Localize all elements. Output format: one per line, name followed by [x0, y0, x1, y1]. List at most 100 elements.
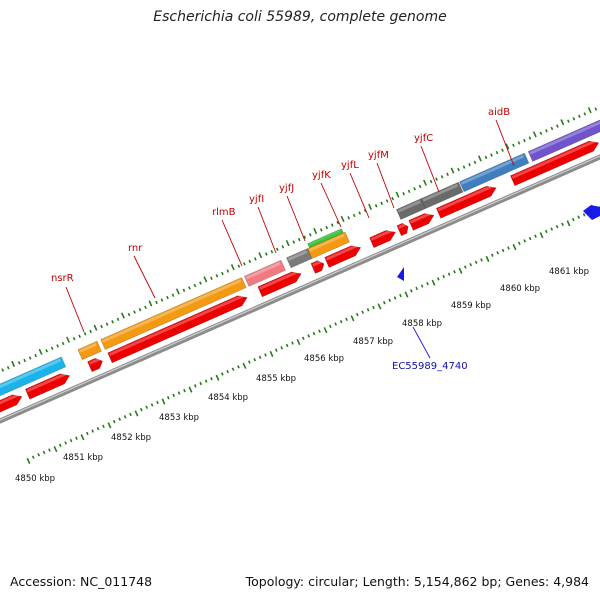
scale-tick — [85, 431, 89, 436]
scale-tick — [285, 343, 289, 348]
scale-tick — [188, 386, 193, 393]
scale-tick — [485, 255, 490, 263]
gene-label-leader — [349, 172, 370, 219]
scale-tick — [231, 367, 235, 371]
outer-tick — [275, 247, 279, 251]
gene-feature — [100, 277, 247, 350]
gene-feature-shine — [308, 233, 345, 252]
outer-tick — [166, 295, 169, 300]
scale-tick — [501, 248, 505, 253]
cds-feature — [369, 230, 396, 249]
outer-tick — [83, 332, 87, 336]
outer-tick — [539, 131, 543, 135]
scale-tick — [301, 336, 305, 341]
outer-tick — [468, 162, 471, 167]
outer-tick — [210, 276, 213, 280]
scale-tick — [447, 272, 451, 276]
cds-feature-shine — [0, 393, 20, 405]
outer-tick — [171, 293, 175, 297]
outer-tick — [221, 271, 224, 276]
scale-tick — [323, 327, 328, 334]
outer-tick — [395, 191, 400, 198]
outer-tick — [243, 262, 246, 266]
scale-tick — [42, 450, 46, 455]
genome-backbone-highlight — [0, 155, 600, 421]
gene-label-leader — [320, 182, 342, 228]
outer-tick — [313, 227, 318, 235]
scale-tick-label: 4850 kbp — [15, 474, 55, 484]
scale-tick — [96, 426, 100, 431]
gene-label: yjfL — [341, 160, 359, 171]
outer-tick — [56, 344, 59, 348]
outer-tick — [230, 264, 235, 271]
scale-tick — [80, 434, 85, 441]
scale-tick — [534, 234, 537, 238]
scale-tick — [296, 339, 301, 346]
outer-tick — [374, 204, 378, 208]
scale-tick — [264, 353, 267, 357]
scale-tick — [523, 239, 527, 243]
outer-tick — [34, 353, 38, 358]
scale-tick-label: 4855 kbp — [256, 374, 296, 384]
outer-tick — [66, 336, 70, 343]
gene-label: yjfC — [414, 133, 433, 144]
gene-label: yjfK — [312, 170, 331, 181]
gene-feature — [244, 259, 286, 287]
outer-tick — [203, 276, 208, 283]
scale-tick — [69, 438, 73, 443]
scale-tick — [215, 374, 220, 381]
outer-tick — [105, 322, 109, 326]
scale-tick — [382, 301, 386, 305]
outer-tick — [303, 235, 307, 239]
outer-tick — [380, 201, 384, 206]
outer-tick — [89, 329, 92, 334]
outer-tick — [391, 196, 394, 201]
outer-tick — [28, 356, 32, 360]
scale-tick — [312, 331, 316, 336]
outer-tick — [38, 348, 43, 355]
scale-tick — [199, 381, 203, 386]
outer-tick — [248, 259, 252, 264]
scale-tick — [307, 334, 311, 338]
cds-feature — [0, 394, 23, 413]
genome-track: 4850 kbp 4851 kbp 4852 kbp 4853 kbp 4854 kbp… — [0, 107, 600, 484]
outer-tick — [418, 184, 422, 189]
scale-tick — [204, 379, 208, 383]
scale-tick — [53, 445, 58, 453]
outer-tick — [572, 117, 576, 121]
outer-tick — [100, 324, 103, 329]
outer-tick — [281, 245, 285, 249]
outer-tick — [583, 112, 587, 116]
outer-tick — [270, 249, 274, 254]
scale-tick — [237, 365, 240, 369]
gene-feature — [0, 356, 67, 397]
outer-tick — [45, 349, 48, 353]
scale-tick — [291, 341, 294, 345]
scale-tick-label: 4860 kbp — [500, 284, 540, 294]
gene-feature-green-shine — [308, 230, 341, 245]
scale-tick — [463, 265, 467, 269]
scale-tick — [123, 415, 127, 419]
outer-tick — [11, 360, 16, 367]
outer-tick — [550, 126, 554, 131]
scale-tick — [415, 286, 419, 291]
accession-text: Accession: NC_011748 — [10, 574, 153, 589]
scale-tick — [458, 267, 463, 274]
gene-label-leader — [376, 162, 395, 209]
outer-tick — [182, 288, 186, 293]
scale-tick — [512, 243, 517, 251]
scale-tick — [102, 424, 105, 428]
outer-tick — [50, 346, 54, 351]
scale-tick — [183, 388, 186, 393]
scale-tick — [37, 453, 41, 457]
scale-tick — [409, 289, 413, 293]
outer-tick — [78, 334, 81, 338]
scale-tick — [490, 253, 494, 257]
outer-tick — [336, 220, 340, 225]
outer-tick — [292, 240, 296, 244]
scale-tick — [544, 229, 548, 234]
scale-tick — [242, 362, 247, 369]
outer-tick — [528, 136, 532, 140]
scale-tick — [118, 417, 122, 421]
scale-tick — [453, 270, 456, 274]
